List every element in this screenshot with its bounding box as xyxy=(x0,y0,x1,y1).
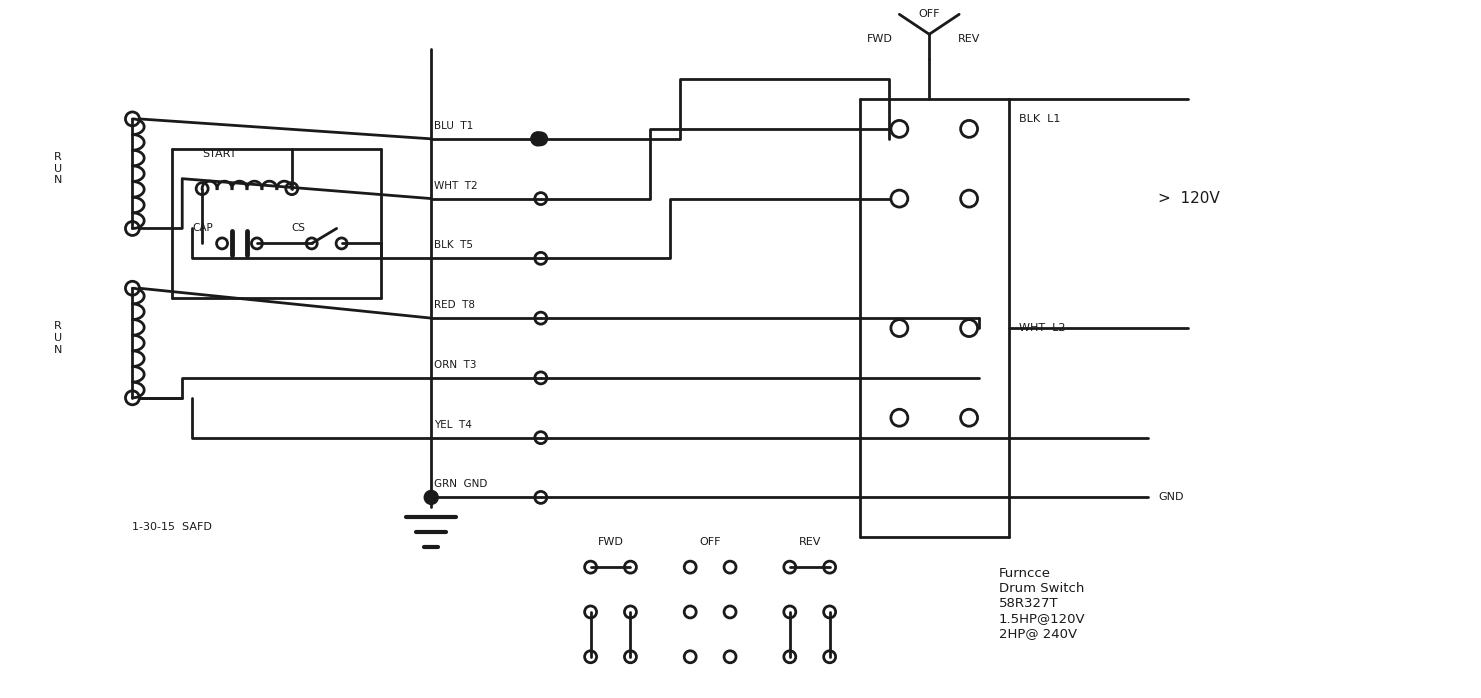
Text: CAP: CAP xyxy=(193,223,213,234)
Text: WHT  L2: WHT L2 xyxy=(1019,323,1065,333)
Text: OFF: OFF xyxy=(918,9,940,20)
Text: BLU  T1: BLU T1 xyxy=(434,121,474,131)
Text: GND: GND xyxy=(1158,492,1183,503)
Circle shape xyxy=(530,132,545,146)
Text: FWD: FWD xyxy=(597,537,624,547)
Text: RED  T8: RED T8 xyxy=(434,300,475,310)
Text: >  120V: > 120V xyxy=(1158,191,1220,206)
Text: WHT  T2: WHT T2 xyxy=(434,181,478,191)
Text: CS: CS xyxy=(292,223,305,234)
Text: R
U
N: R U N xyxy=(53,152,62,186)
Text: GRN  GND: GRN GND xyxy=(434,480,487,489)
Circle shape xyxy=(424,491,438,505)
Text: R
U
N: R U N xyxy=(53,322,62,355)
Text: FWD: FWD xyxy=(866,34,893,44)
Text: BLK  T5: BLK T5 xyxy=(434,240,474,251)
Text: OFF: OFF xyxy=(699,537,721,547)
Text: YEL  T4: YEL T4 xyxy=(434,419,472,430)
Text: 1-30-15  SAFD: 1-30-15 SAFD xyxy=(132,522,212,533)
Text: REV: REV xyxy=(798,537,820,547)
Text: ORN  T3: ORN T3 xyxy=(434,360,477,370)
Text: BLK  L1: BLK L1 xyxy=(1019,114,1060,124)
Text: REV: REV xyxy=(958,34,980,44)
Text: Furncce
Drum Switch
58R327T
1.5HP@120V
2HP@ 240V: Furncce Drum Switch 58R327T 1.5HP@120V 2… xyxy=(1000,567,1086,640)
Text: START: START xyxy=(201,149,237,158)
